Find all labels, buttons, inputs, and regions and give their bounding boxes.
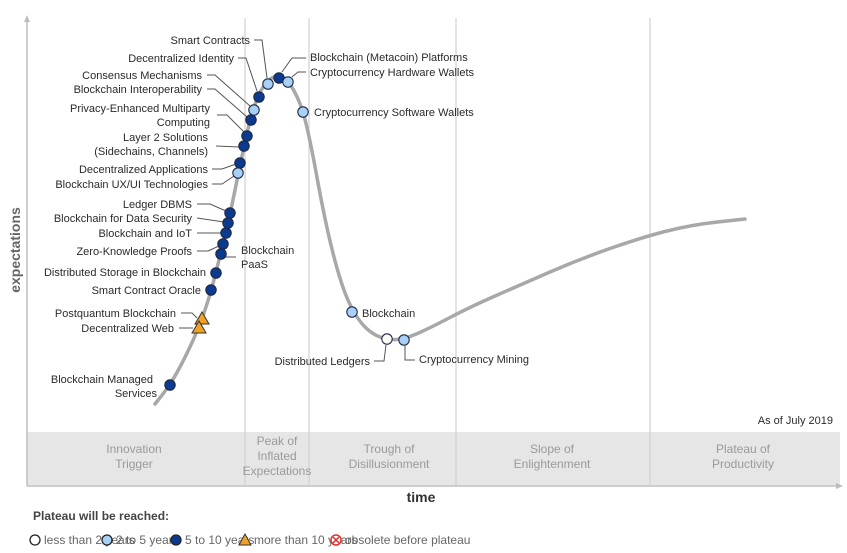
x-axis-arrow: [836, 483, 843, 489]
marker-privacy-enhanced-multiparty-computing[interactable]: [241, 130, 253, 142]
phase-label: Trigger: [115, 457, 153, 471]
label-blockchain-ux-ui-technologies: Blockchain UX/UI Technologies: [55, 179, 208, 191]
phase-label: Plateau of: [716, 442, 771, 456]
marker-cryptocurrency-software-wallets[interactable]: [297, 106, 309, 118]
y-axis-arrow: [24, 15, 30, 22]
legend-circle-icon: [170, 534, 182, 546]
phase-dividers: [244, 18, 651, 485]
marker-cryptocurrency-mining[interactable]: [398, 334, 410, 346]
leader-line: [212, 175, 235, 185]
label-smart-contracts: Smart Contracts: [171, 35, 251, 47]
phase-label: Trough of: [364, 442, 416, 456]
leader-line: [374, 344, 387, 362]
label-decentralized-web: Decentralized Web: [81, 323, 174, 335]
label-distributed-ledgers: Distributed Ledgers: [275, 356, 371, 368]
legend-label: more than 10 years: [254, 533, 357, 547]
label-decentralized-identity: Decentralized Identity: [128, 53, 234, 65]
leader-line: [238, 57, 258, 92]
legend-label: 2 to 5 years: [116, 533, 179, 547]
phase-label: Inflated: [257, 449, 296, 463]
leader-line: [181, 312, 198, 319]
label-blockchain-for-data-security: Blockchain for Data Security: [54, 213, 193, 225]
marker-decentralized-identity[interactable]: [253, 91, 265, 103]
leader-line: [404, 346, 415, 361]
marker-distributed-ledgers[interactable]: [381, 333, 393, 345]
label-blockchain-and-iot: Blockchain and IoT: [98, 228, 192, 240]
leader-line: [207, 74, 251, 107]
marker-distributed-storage-in-blockchain[interactable]: [210, 267, 222, 279]
leader-line: [281, 57, 306, 73]
label-distributed-storage-in-blockchain: Distributed Storage in Blockchain: [44, 267, 206, 279]
label-blockchain-managed-services: Services: [115, 388, 158, 400]
legend-triangle-icon: [238, 532, 252, 546]
leader-line: [212, 163, 237, 170]
label-cryptocurrency-mining: Cryptocurrency Mining: [419, 354, 529, 366]
label-privacy-enhanced-multiparty-computing: Privacy-Enhanced Multiparty: [70, 103, 211, 115]
label-layer-2-solutions-sidechains-channels: Layer 2 Solutions: [123, 132, 208, 144]
legend-circle-icon: [101, 534, 113, 546]
marker-decentralized-web[interactable]: [191, 320, 207, 334]
label-blockchain-managed-services: Blockchain Managed: [51, 374, 153, 386]
label-privacy-enhanced-multiparty-computing: Computing: [157, 117, 210, 129]
marker-blockchain-ux-ui-technologies[interactable]: [232, 167, 244, 179]
y-axis-label: expectations: [7, 207, 23, 293]
legend-obsolete-cross: [332, 536, 340, 544]
label-blockchain-paas: PaaS: [241, 259, 268, 271]
label-cryptocurrency-software-wallets: Cryptocurrency Software Wallets: [314, 107, 474, 119]
label-cryptocurrency-hardware-wallets: Cryptocurrency Hardware Wallets: [310, 67, 475, 79]
marker-blockchain-interoperability[interactable]: [245, 114, 257, 126]
legend-circle-icon: [29, 534, 41, 546]
legend-title: Plateau will be reached:: [33, 509, 169, 523]
label-blockchain: Blockchain: [362, 308, 415, 320]
label-decentralized-applications: Decentralized Applications: [79, 164, 209, 176]
legend-label: less than 2 years: [44, 533, 135, 547]
phase-label: Expectations: [243, 464, 312, 478]
leader-line: [196, 217, 225, 223]
marker-smart-contracts[interactable]: [262, 78, 274, 90]
marker-blockchain-managed-services[interactable]: [164, 379, 176, 391]
marker-consensus-mechanisms[interactable]: [248, 104, 260, 116]
phase-label: Slope of: [530, 442, 575, 456]
phase-label: Enlightenment: [514, 457, 591, 471]
label-consensus-mechanisms: Consensus Mechanisms: [82, 70, 202, 82]
leader-line: [197, 245, 220, 252]
as-of-date: As of July 2019: [758, 415, 833, 427]
leader-line: [207, 88, 248, 118]
marker-blockchain-paas[interactable]: [215, 248, 227, 260]
marker-postquantum-blockchain[interactable]: [194, 311, 210, 325]
marker-smart-contract-oracle[interactable]: [205, 284, 217, 296]
legend-label: obsolete before plateau: [345, 533, 470, 547]
label-zero-knowledge-proofs: Zero-Knowledge Proofs: [76, 246, 192, 258]
phase-label: Innovation: [106, 442, 161, 456]
label-smart-contract-oracle: Smart Contract Oracle: [92, 285, 201, 297]
marker-decentralized-applications[interactable]: [234, 157, 246, 169]
marker-ledger-dbms[interactable]: [224, 207, 236, 219]
label-blockchain-paas: Blockchain: [241, 245, 294, 257]
marker-zero-knowledge-proofs[interactable]: [217, 238, 229, 250]
legend-label: 5 to 10 years: [185, 533, 254, 547]
marker-blockchain[interactable]: [346, 306, 358, 318]
phase-band: [27, 432, 840, 485]
label-postquantum-blockchain: Postquantum Blockchain: [55, 308, 176, 320]
phase-label: Peak of: [257, 434, 298, 448]
phase-label: Productivity: [712, 457, 774, 471]
marker-blockchain-for-data-security[interactable]: [222, 217, 234, 229]
label-ledger-dbms: Ledger DBMS: [123, 199, 192, 211]
leader-line: [215, 145, 240, 148]
leader-line: [197, 203, 227, 212]
leader-line: [291, 71, 306, 78]
label-blockchain-interoperability: Blockchain Interoperability: [74, 84, 203, 96]
marker-layer-2-solutions-sidechains-channels[interactable]: [238, 140, 250, 152]
leader-line: [254, 39, 268, 79]
phase-label: Disillusionment: [349, 457, 430, 471]
marker-cryptocurrency-hardware-wallets[interactable]: [282, 76, 294, 88]
label-layer-2-solutions-sidechains-channels: (Sidechains, Channels): [94, 146, 208, 158]
label-blockchain-metacoin-platforms: Blockchain (Metacoin) Platforms: [310, 52, 468, 64]
marker-blockchain-and-iot[interactable]: [220, 227, 232, 239]
x-axis-label: time: [407, 489, 436, 505]
leader-line: [217, 114, 245, 133]
